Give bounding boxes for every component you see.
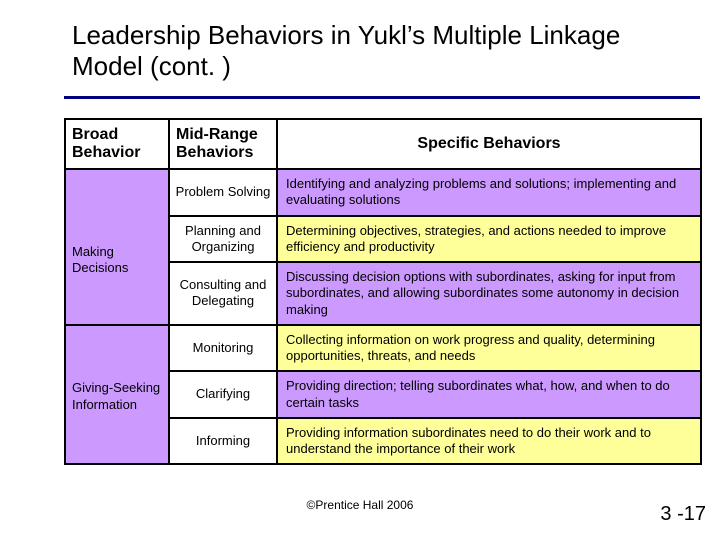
broad-label: Giving-Seeking Information xyxy=(72,380,164,413)
mid-cell: Consulting and Delegating xyxy=(169,262,277,325)
slide: Leadership Behaviors in Yukl’s Multiple … xyxy=(0,0,720,540)
specific-cell: Providing information subordinates need … xyxy=(277,418,701,465)
specific-cell: Providing direction; telling subordinate… xyxy=(277,371,701,418)
behaviors-table: Broad Behavior Mid-Range Behaviors Speci… xyxy=(64,118,702,465)
table-row: Making Decisions Problem Solving Identif… xyxy=(65,169,701,216)
mid-cell: Monitoring xyxy=(169,325,277,372)
mid-cell: Clarifying xyxy=(169,371,277,418)
specific-cell: Determining objectives, strategies, and … xyxy=(277,216,701,263)
header-broad: Broad Behavior xyxy=(65,119,169,169)
broad-cell-giving-seeking: Giving-Seeking Information xyxy=(65,325,169,465)
specific-cell: Identifying and analyzing problems and s… xyxy=(277,169,701,216)
slide-title: Leadership Behaviors in Yukl’s Multiple … xyxy=(72,20,692,82)
broad-cell-making-decisions: Making Decisions xyxy=(65,169,169,325)
table-row: Giving-Seeking Information Monitoring Co… xyxy=(65,325,701,372)
header-mid: Mid-Range Behaviors xyxy=(169,119,277,169)
footer-page-number: 3 -17 xyxy=(660,503,706,526)
footer-credit: ©Prentice Hall 2006 xyxy=(0,498,720,512)
broad-label: Making Decisions xyxy=(72,244,164,277)
specific-cell: Collecting information on work progress … xyxy=(277,325,701,372)
behaviors-table-wrap: Broad Behavior Mid-Range Behaviors Speci… xyxy=(64,118,702,465)
header-specific: Specific Behaviors xyxy=(277,119,701,169)
specific-cell: Discussing decision options with subordi… xyxy=(277,262,701,325)
table-header-row: Broad Behavior Mid-Range Behaviors Speci… xyxy=(65,119,701,169)
mid-cell: Problem Solving xyxy=(169,169,277,216)
title-rule xyxy=(64,96,700,99)
mid-cell: Informing xyxy=(169,418,277,465)
mid-cell: Planning and Organizing xyxy=(169,216,277,263)
